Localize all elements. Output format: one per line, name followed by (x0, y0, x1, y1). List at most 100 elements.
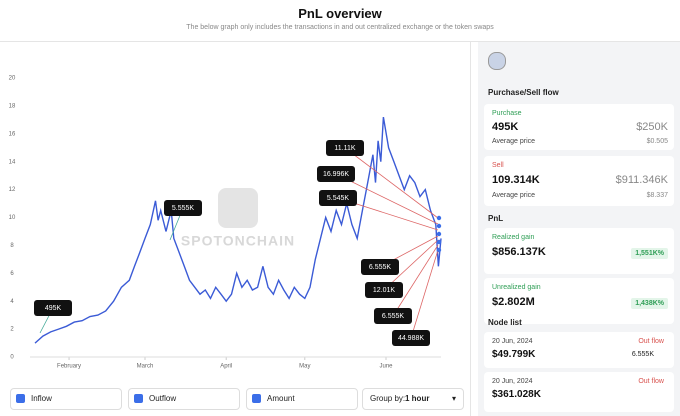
avg-label: Average price (492, 192, 536, 199)
date: 20 Jun, 2024 (492, 338, 533, 345)
marker-dot (436, 231, 442, 237)
label: Realized gain (492, 234, 535, 241)
marker-dot (436, 239, 442, 245)
annotation-box (326, 140, 364, 156)
annotation-label: 16.996K (323, 171, 349, 178)
avg-label: Average price (492, 138, 536, 145)
annotation-label: 11.11K (334, 145, 355, 152)
y-tick-label: 2 (10, 327, 14, 333)
watermark-logo (218, 188, 258, 228)
title: PnL overview (298, 6, 382, 21)
card: Realized gain $856.137K 1,551K% (484, 228, 674, 274)
date: 20 Jun, 2024 (492, 378, 533, 385)
marker-dot (436, 247, 442, 253)
y-tick-label: 10 (9, 215, 16, 221)
annotation-label: 5.545K (327, 195, 350, 202)
annotation-label: 44.988K (398, 335, 424, 342)
pct: 1,438K% (631, 298, 668, 309)
label: Unrealized gain (492, 284, 541, 291)
section-title: PnL (488, 214, 504, 223)
x-tick-label: February (57, 364, 81, 370)
avg: $0.505 (646, 138, 668, 145)
label: Inflow (31, 394, 52, 403)
checkbox[interactable]: Inflow (10, 388, 122, 410)
usd: $911.346K (615, 174, 668, 186)
divider (470, 42, 471, 416)
y-tick-label: 20 (9, 76, 16, 82)
section-title: Purchase/Sell flow (488, 88, 559, 97)
avatar (488, 52, 506, 70)
amount: 495K (492, 121, 519, 133)
value: 1 hour (405, 394, 430, 403)
checkbox[interactable]: Amount (246, 388, 358, 410)
subtitle: The below graph only includes the transa… (186, 24, 494, 31)
usd: $250K (636, 121, 668, 133)
annotation-connector (344, 147, 439, 219)
value: $856.137K (492, 246, 546, 258)
side-panel: Purchase/Sell flow Purchase 495K $250K A… (478, 42, 680, 416)
amount: 109.314K (492, 174, 540, 186)
annotation-connector (335, 173, 439, 225)
label: Outflow (149, 394, 177, 403)
annotation-box (317, 166, 355, 182)
marker-dot (436, 223, 442, 229)
node[interactable]: 20 Jun, 2024 Out flow $361.028K (484, 372, 674, 412)
marker-dot (436, 215, 442, 221)
annotation-label: 5.555K (172, 205, 195, 212)
node[interactable]: 20 Jun, 2024 Out flow $49.799K 6.555K (484, 332, 674, 368)
card: Sell 109.314K $911.346K Average price $8… (484, 156, 674, 206)
y-tick-label: 4 (10, 299, 14, 305)
card: Unrealized gain $2.802M 1,438K% (484, 278, 674, 324)
watermark: SPOTONCHAIN (181, 233, 295, 249)
chart: SPOTONCHAIN 0 2 4 6 8 10 12 14 16 18 20 February Mar… (9, 76, 442, 370)
label: Amount (267, 394, 295, 403)
annotation-label: 12.01K (373, 287, 396, 294)
x-tick-label: May (299, 364, 310, 370)
pct: 1,551K% (631, 248, 668, 259)
x-tick-label: March (137, 364, 154, 370)
y-tick-label: 16 (9, 131, 16, 137)
check (252, 394, 261, 403)
checkbox[interactable]: Outflow (128, 388, 240, 410)
avg: $8.337 (646, 192, 668, 199)
annotation-label: 6.555K (369, 264, 392, 271)
annotation-connector (410, 249, 439, 339)
amount: 6.555K (631, 351, 654, 358)
y-tick-label: 12 (9, 187, 16, 193)
direction: Out flow (638, 338, 664, 345)
section-title: Node list (488, 318, 522, 327)
check (134, 394, 143, 403)
label: Group by: (370, 394, 406, 403)
annotation-box (34, 300, 72, 316)
annotation-box (319, 190, 357, 206)
caret: ▾ (451, 394, 456, 403)
label: Purchase (492, 110, 522, 117)
annotation-box (374, 308, 412, 324)
annotation-box (392, 330, 430, 346)
y-tick-label: 0 (10, 355, 14, 361)
card: Purchase 495K $250K Average price $0.505 (484, 104, 674, 150)
y-tick-label: 6 (10, 271, 14, 277)
dropdown[interactable]: Group by: 1 hour ▾ (362, 388, 464, 410)
direction: Out flow (638, 378, 664, 385)
annotation-label: 495K (45, 305, 62, 312)
annotation-connector (383, 239, 439, 291)
y-tick-label: 18 (9, 103, 16, 109)
x-tick-label: April (220, 364, 232, 370)
divider (0, 41, 680, 42)
label: Sell (492, 162, 504, 169)
check (16, 394, 25, 403)
usd: $49.799K (492, 349, 536, 360)
value: $2.802M (492, 296, 535, 308)
annotation-box (361, 259, 399, 275)
price-line (34, 116, 442, 344)
annotation-box (365, 282, 403, 298)
y-tick-label: 8 (10, 243, 14, 249)
annotation-connector (392, 244, 439, 317)
usd: $361.028K (492, 389, 541, 400)
annotation-box (164, 200, 202, 216)
y-tick-label: 14 (9, 159, 16, 165)
annotation-label: 6.555K (382, 313, 405, 320)
x-tick-label: June (379, 364, 393, 370)
